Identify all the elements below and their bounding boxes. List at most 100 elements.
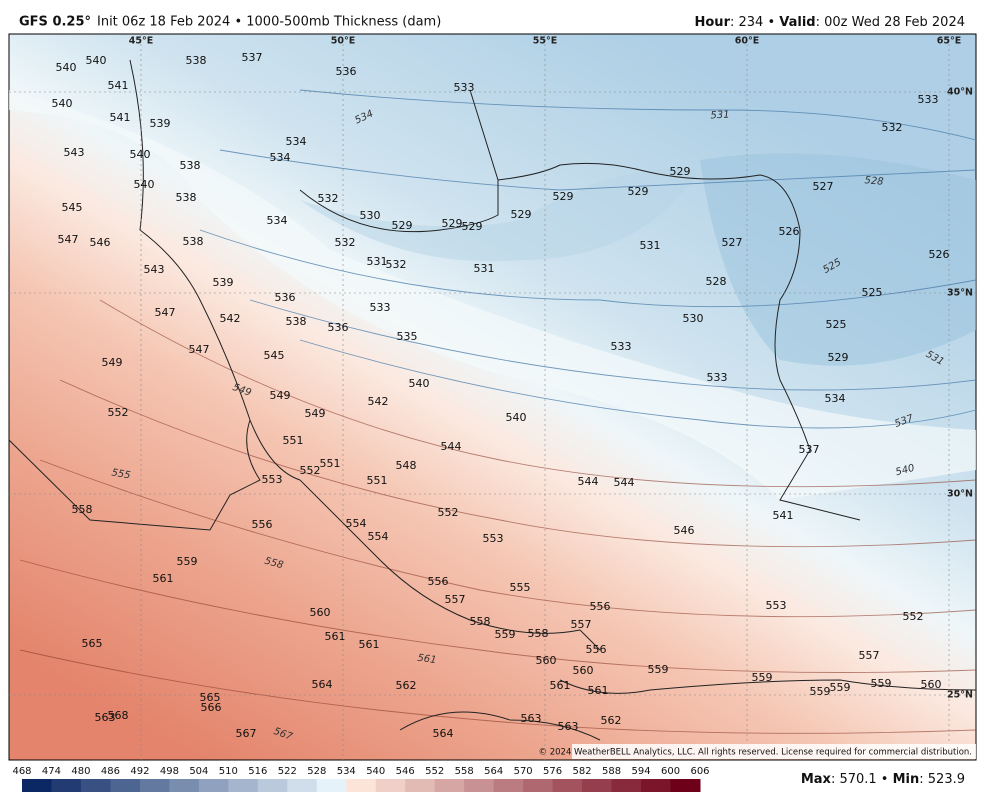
thickness-label: 529: [828, 351, 849, 364]
thickness-label: 540: [130, 148, 151, 161]
colorbar-swatch: [405, 779, 436, 792]
thickness-label: 526: [779, 225, 800, 238]
thickness-label: 533: [918, 93, 939, 106]
thickness-label: 540: [52, 97, 73, 110]
contours: [19, 89, 977, 734]
thickness-label: 538: [186, 54, 207, 67]
thickness-label: 554: [368, 530, 389, 543]
longitude-label: 50°E: [331, 36, 355, 47]
colorbar-swatch: [582, 779, 613, 792]
thickness-label: 563: [558, 720, 579, 733]
colorbar-swatch: [523, 779, 554, 792]
thickness-label: 540: [86, 54, 107, 67]
thickness-label: 556: [428, 575, 449, 588]
thickness-label: 559: [648, 663, 669, 676]
thickness-label: 536: [336, 65, 357, 78]
thickness-label: 534: [270, 151, 291, 164]
thickness-label: 540: [409, 377, 430, 390]
thickness-label: 560: [921, 678, 942, 691]
labels: 45°E 50°E 55°E 60°E 65°E40°N35°N30°N25°N5405…: [52, 36, 974, 744]
thickness-label: 544: [614, 476, 635, 489]
thickness-label: 529: [462, 220, 483, 233]
thickness-label: 535: [397, 330, 418, 343]
thickness-label: 538: [183, 235, 204, 248]
thickness-label: 561: [550, 679, 571, 692]
thickness-label: 533: [454, 81, 475, 94]
thickness-label: 560: [536, 654, 557, 667]
thickness-label: 532: [386, 258, 407, 271]
thickness-label: 532: [882, 121, 903, 134]
hour-label: Hour: [695, 15, 731, 30]
thickness-label: 533: [611, 340, 632, 353]
longitude-label: 45°E: [129, 36, 153, 47]
colorbar-swatch: [316, 779, 347, 792]
thickness-label: 560: [573, 664, 594, 677]
thickness-label: 538: [286, 315, 307, 328]
colorbar-tick-label: 486: [101, 766, 120, 777]
colorbar-tick-label: 468: [12, 766, 31, 777]
colorbar-tick-label: 540: [366, 766, 385, 777]
thickness-label: 534: [825, 392, 846, 405]
thickness-label: 565: [200, 691, 221, 704]
thickness-label: 564: [433, 727, 454, 740]
colorbar-tick-label: 504: [189, 766, 208, 777]
thickness-label: 564: [312, 678, 333, 691]
colorbar-swatch: [552, 779, 583, 792]
thickness-label: 541: [773, 509, 794, 522]
colorbar-swatch: [493, 779, 524, 792]
thickness-label: 529: [392, 219, 413, 232]
thickness-label: 531: [640, 239, 661, 252]
thickness-label: 551: [320, 457, 341, 470]
thickness-label: 529: [628, 185, 649, 198]
colorbar-tick-label: 600: [661, 766, 680, 777]
thickness-label: 529: [553, 190, 574, 203]
valid-time: Hour: 234 • Valid: 00z Wed 28 Feb 2024: [695, 15, 966, 30]
thickness-label: 561: [588, 684, 609, 697]
thickness-label: 561: [153, 572, 174, 585]
cold-pool: [700, 153, 976, 366]
thickness-label: 552: [300, 464, 321, 477]
thickness-label: 543: [144, 263, 165, 276]
colorbar-swatch: [228, 779, 259, 792]
thickness-label: 529: [442, 217, 463, 230]
thickness-label: 556: [590, 600, 611, 613]
thickness-label: 525: [862, 286, 883, 299]
colorbar-swatch: [641, 779, 672, 792]
thickness-label: 545: [264, 349, 285, 362]
colorbar-swatch: [375, 779, 406, 792]
colorbar-swatch: [257, 779, 288, 792]
colorbar-swatch: [80, 779, 111, 792]
thickness-label: 551: [367, 474, 388, 487]
copyright: © 2024 WeatherBELL Analytics, LLC. All r…: [539, 748, 972, 758]
latitude-label: 30°N: [947, 489, 973, 500]
thickness-label: 562: [601, 714, 622, 727]
colorbar-tick-label: 582: [573, 766, 592, 777]
colorbar-tick-label: 534: [337, 766, 356, 777]
thickness-label: 536: [275, 291, 296, 304]
longitude-label: 60°E: [735, 36, 759, 47]
thickness-label: 547: [189, 343, 210, 356]
thickness-label: 566: [201, 701, 222, 714]
copyright-box: [572, 744, 976, 759]
thickness-label: 558: [72, 503, 93, 516]
thickness-label: 563: [95, 711, 116, 724]
colorbar-swatch: [346, 779, 377, 792]
colorbar-tick-label: 510: [219, 766, 238, 777]
valid-value: : 00z Wed 28 Feb 2024: [816, 15, 965, 30]
colorbar-swatch: [464, 779, 495, 792]
colorbar-tick-label: 516: [248, 766, 267, 777]
thickness-label: 534: [267, 214, 288, 227]
description: Init 06z 18 Feb 2024 • 1000-500mb Thickn…: [97, 15, 441, 30]
thickness-label: 527: [722, 236, 743, 249]
colorbar-tick-label: 492: [130, 766, 149, 777]
thickness-label: 539: [150, 117, 171, 130]
thickness-label: 529: [511, 208, 532, 221]
thickness-label: 527: [813, 180, 834, 193]
colorbar-tick-label: 570: [514, 766, 533, 777]
max-label: Max: [801, 772, 832, 787]
latitude-label: 40°N: [947, 87, 973, 98]
thickness-label: 567: [236, 727, 257, 740]
longitude-label: 55°E: [533, 36, 557, 47]
thickness-label: 530: [360, 209, 381, 222]
